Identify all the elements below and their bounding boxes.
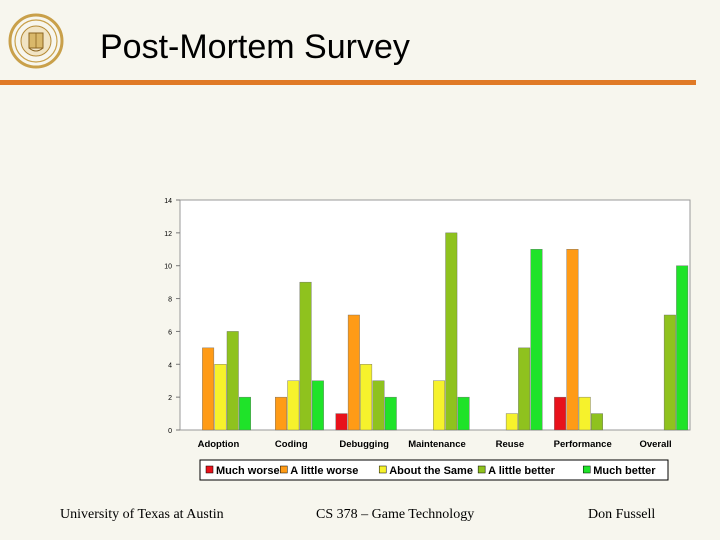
bar — [433, 380, 445, 431]
legend-label: A little better — [488, 465, 556, 477]
bar — [372, 380, 385, 431]
y-tick-label: 0 — [168, 428, 172, 435]
bar — [578, 396, 591, 431]
bar — [530, 249, 543, 431]
x-category-label: Reuse — [496, 439, 525, 450]
bar — [239, 396, 251, 431]
y-tick-label: 12 — [164, 231, 172, 238]
bar — [457, 396, 470, 431]
bar — [518, 347, 531, 431]
bar — [360, 364, 373, 431]
x-category-label: Debugging — [339, 439, 389, 450]
bar — [505, 413, 518, 431]
legend-label: Much better — [593, 465, 656, 477]
footer-course: CS 378 – Game Technology — [316, 507, 475, 522]
bar — [347, 314, 360, 431]
bar — [663, 314, 676, 431]
bar — [311, 380, 324, 431]
y-tick-label: 14 — [164, 198, 172, 205]
x-category-label: Adoption — [198, 439, 240, 450]
y-tick-label: 8 — [168, 297, 172, 304]
legend-swatch — [477, 465, 486, 474]
bar — [287, 380, 300, 431]
legend-swatch — [280, 465, 288, 474]
bar — [384, 396, 397, 431]
bar — [554, 396, 567, 431]
survey-chart: 0 2 4 6 8 10 12 14 Adoption Coding Debugging Mainte… — [150, 192, 700, 484]
legend-label: About the Same — [389, 465, 473, 477]
bar — [226, 331, 239, 431]
y-tick-label: 6 — [168, 329, 172, 336]
bar — [202, 347, 215, 431]
legend-swatch — [205, 465, 214, 474]
x-category-label: Coding — [275, 439, 308, 450]
bar — [214, 364, 227, 431]
footer-university: University of Texas at Austin — [60, 507, 224, 522]
legend-box — [199, 459, 669, 481]
y-tick-label: 4 — [168, 362, 172, 369]
bar — [275, 396, 287, 431]
y-tick-label: 10 — [164, 264, 172, 271]
bar — [591, 413, 603, 431]
bar — [566, 249, 579, 431]
bar-chart: 0 2 4 6 8 10 12 14 Adoption Coding Debugging Mainte… — [164, 198, 691, 481]
footer-author: Don Fussell — [588, 507, 656, 522]
x-category-label: Overall — [639, 439, 671, 450]
x-category-label: Performance — [554, 439, 612, 450]
slide-title: Post-Mortem Survey — [100, 28, 410, 66]
bar — [676, 265, 689, 431]
legend-label: A little worse — [290, 465, 358, 477]
legend-swatch — [378, 465, 387, 474]
bar — [299, 281, 312, 431]
bar — [335, 413, 348, 431]
bar — [445, 232, 458, 431]
x-category-label: Maintenance — [408, 439, 466, 450]
title-divider — [0, 80, 696, 85]
legend-label: Much worse — [216, 465, 280, 477]
y-tick-label: 2 — [168, 395, 172, 402]
university-seal-icon — [8, 13, 64, 69]
legend-swatch — [582, 465, 591, 474]
